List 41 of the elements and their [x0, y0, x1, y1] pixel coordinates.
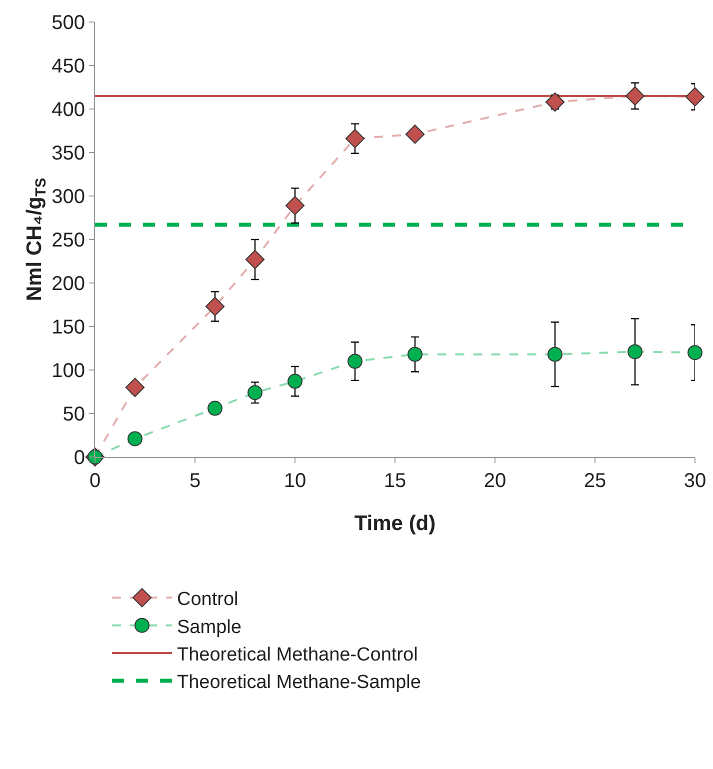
- x-axis-title: Time (d): [354, 512, 436, 535]
- y-tick-label: 100: [52, 360, 85, 382]
- y-tick-label: 450: [52, 56, 85, 78]
- y-tick-label: 300: [52, 186, 85, 208]
- point: [288, 374, 302, 389]
- point: [205, 296, 225, 316]
- legend-label: Sample: [177, 616, 242, 638]
- point: [405, 124, 425, 144]
- legend-label: Theoretical Methane-Sample: [177, 672, 421, 694]
- point: [208, 400, 222, 416]
- point: [408, 346, 422, 362]
- y-tick-label: 400: [52, 99, 85, 121]
- legend-label: Control: [177, 589, 238, 610]
- y-tick-label: 250: [52, 230, 85, 252]
- point: [125, 378, 145, 397]
- point: [285, 196, 305, 216]
- x-tick-label: 0: [89, 470, 101, 492]
- legend-label: Theoretical Methane-Control: [177, 644, 418, 666]
- y-tick-label: 500: [52, 12, 85, 34]
- point: [245, 250, 265, 270]
- y-tick-label: 50: [62, 404, 85, 426]
- y-tick-label: 150: [52, 316, 85, 338]
- point: [128, 431, 142, 446]
- y-tick-label: 350: [52, 142, 85, 164]
- point: [685, 87, 705, 106]
- point: [688, 345, 702, 360]
- x-tick-label: 15: [384, 470, 406, 492]
- point: [625, 86, 645, 106]
- y-tick-label: 0: [74, 447, 85, 469]
- x-tick-label: 25: [584, 470, 606, 492]
- point: [248, 385, 262, 400]
- point: [628, 344, 642, 360]
- x-tick-label: 20: [484, 470, 506, 492]
- point: [545, 92, 565, 112]
- x-tick-label: 10: [284, 470, 306, 492]
- point: [345, 128, 365, 148]
- y-tick-label: 200: [52, 273, 85, 295]
- x-tick-label: 30: [684, 470, 706, 492]
- point: [548, 346, 562, 362]
- x-tick-label: 5: [189, 470, 201, 492]
- point: [348, 354, 362, 369]
